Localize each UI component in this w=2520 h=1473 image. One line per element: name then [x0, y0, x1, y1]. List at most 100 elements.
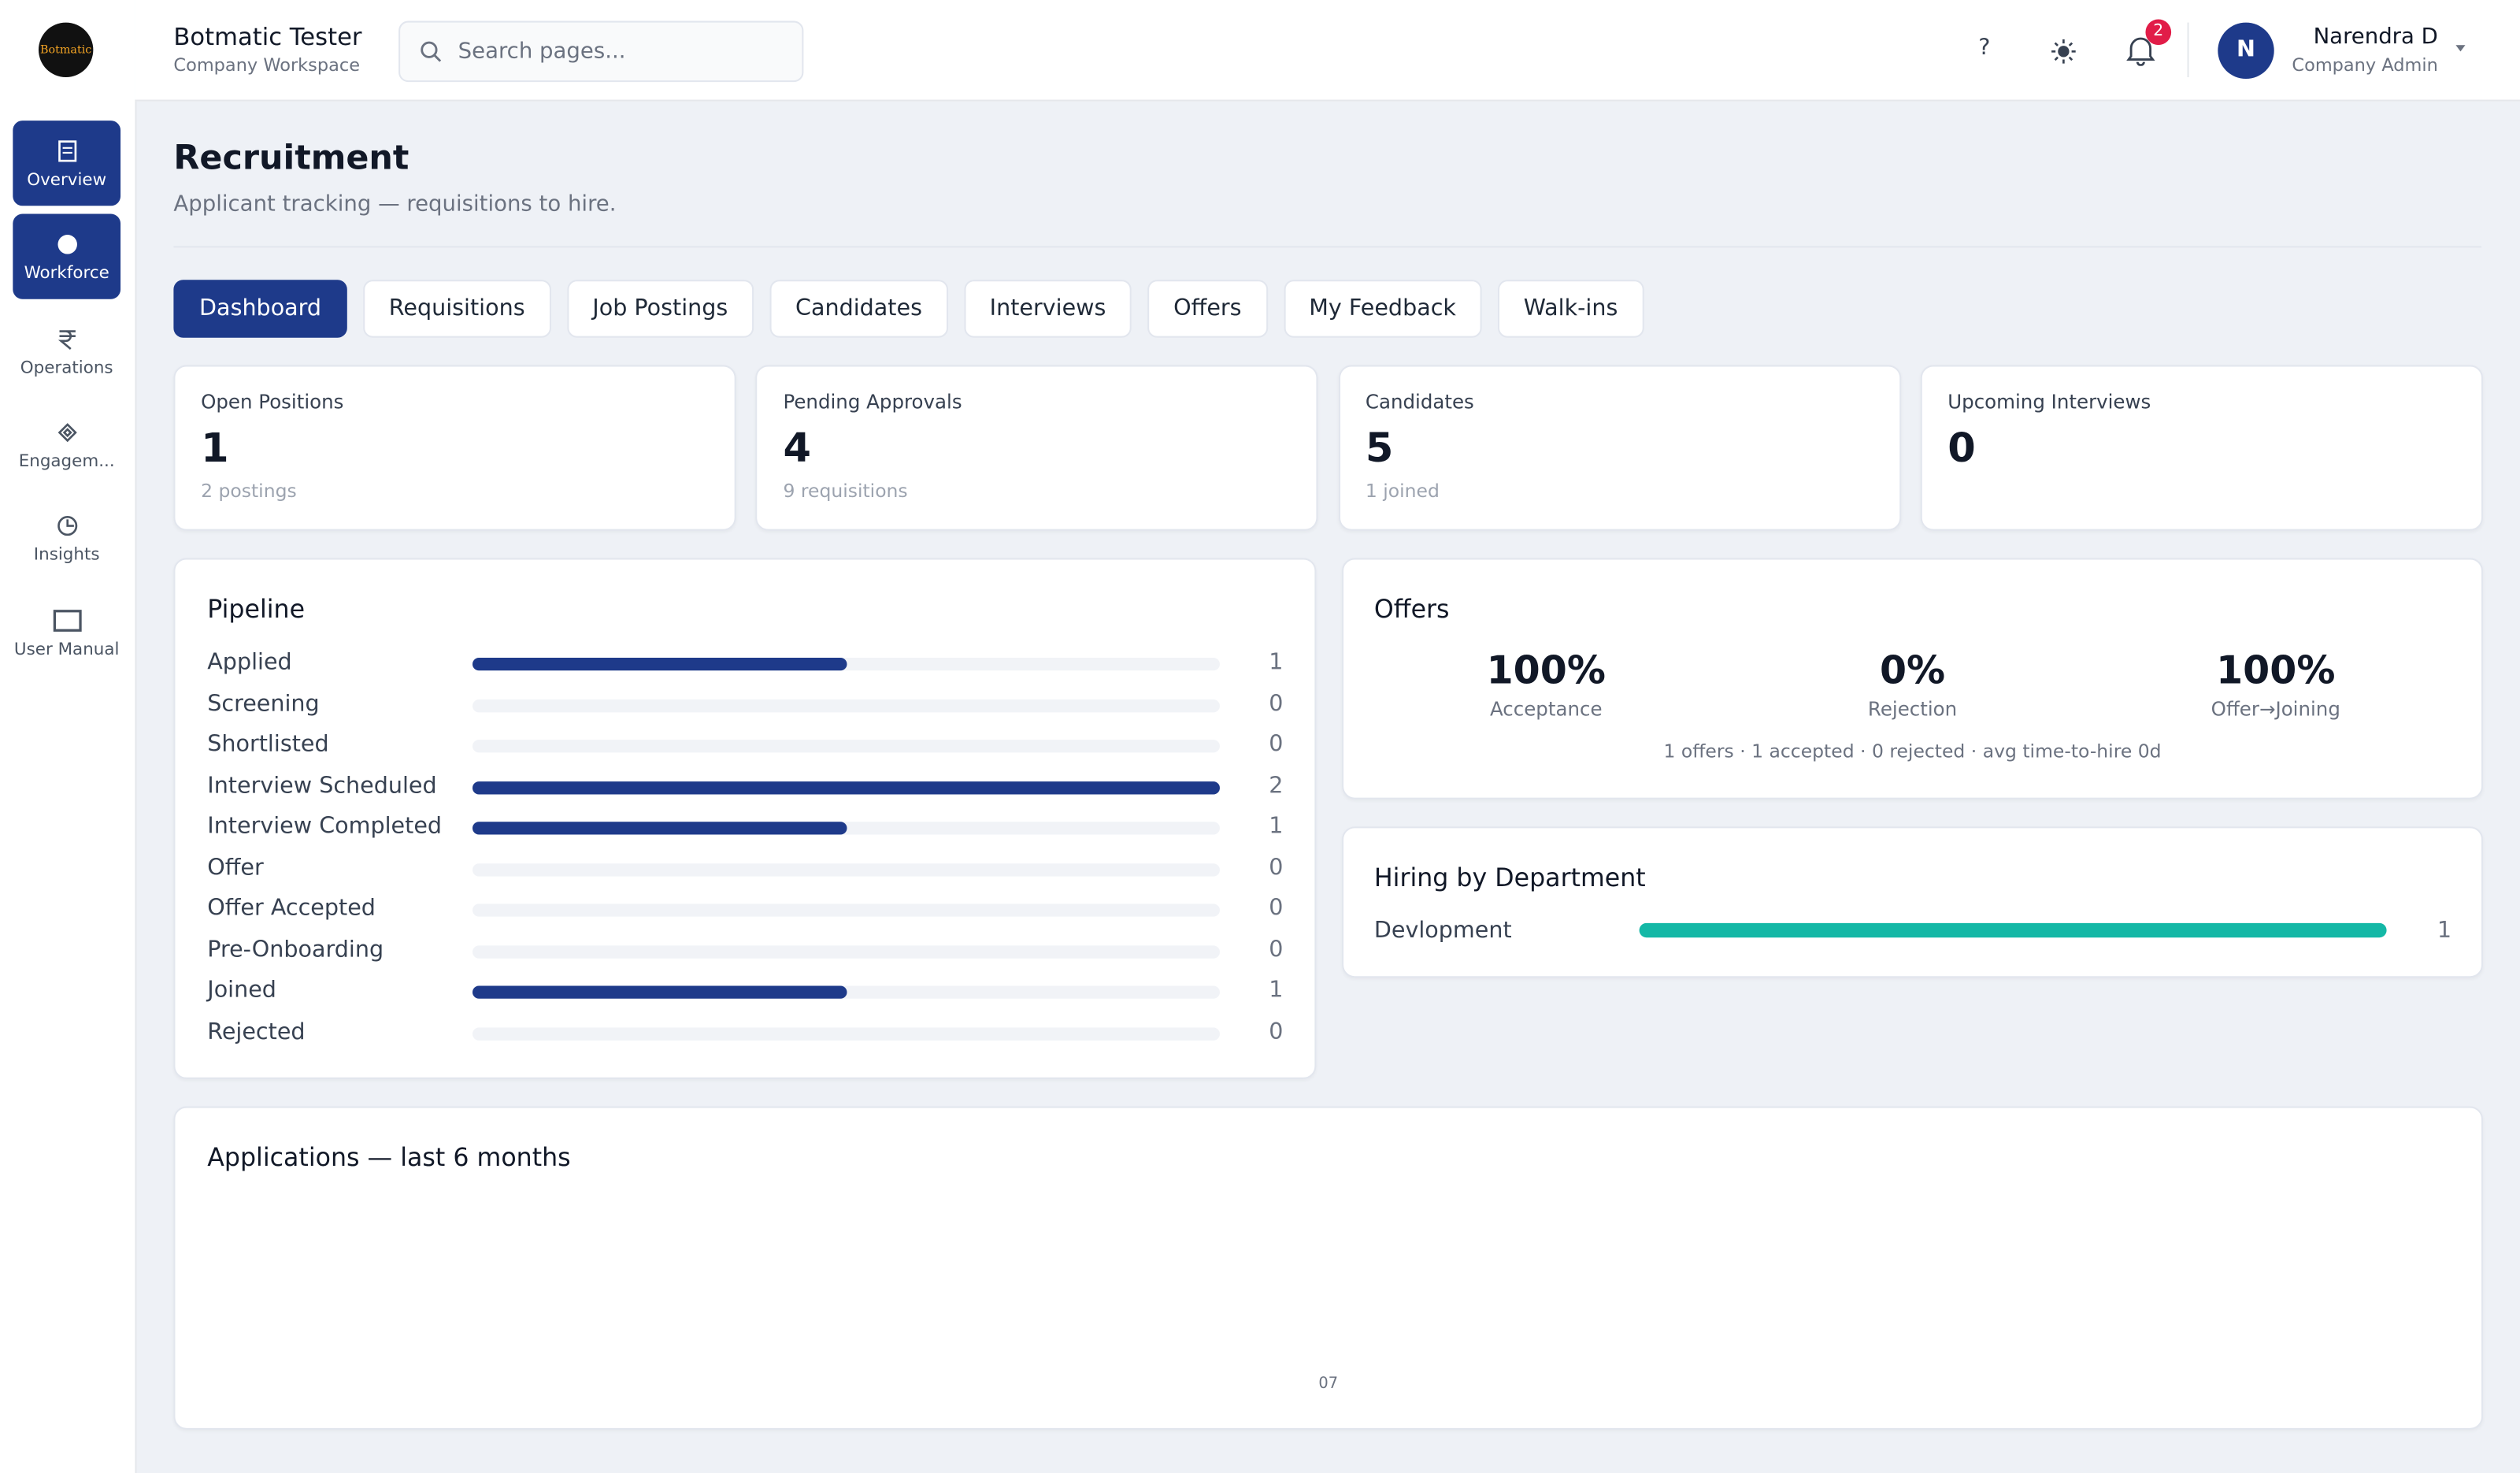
tab[interactable]: My Feedback: [1283, 280, 1482, 338]
department-count: 1: [2437, 918, 2452, 944]
x-axis-label: 07: [1318, 1375, 1339, 1393]
stage-count: 0: [1269, 896, 1284, 922]
nav-icon: [57, 235, 76, 255]
bar-track: [472, 781, 1220, 794]
bar-track: [472, 985, 1220, 999]
nav-label: User Manual: [13, 639, 120, 659]
bar: [472, 781, 1220, 794]
bar: [1639, 922, 2387, 938]
nav-item[interactable]: Workforce: [13, 214, 121, 300]
tab[interactable]: Interviews: [964, 280, 1132, 338]
nav-item[interactable]: Insights: [13, 495, 120, 581]
stage-label: Shortlisted: [207, 731, 329, 758]
stat-card: Candidates 5 1 joined: [1338, 365, 1901, 531]
tab[interactable]: Requisitions: [363, 280, 551, 338]
stat-card: Pending Approvals 4 9 requisitions: [755, 365, 1319, 531]
stage-label: Applied: [207, 649, 292, 676]
metric-label: Rejection: [1867, 698, 1958, 721]
hiring-card: Hiring by Department Devlopment 1: [1342, 826, 2484, 978]
theme-toggle[interactable]: [2051, 39, 2077, 65]
nav-icon: [57, 329, 75, 350]
stage-count: 0: [1269, 937, 1284, 963]
nav-icon: [57, 140, 76, 162]
tab[interactable]: Walk-ins: [1498, 280, 1644, 338]
nav-icon: [52, 609, 81, 631]
stage-count: 0: [1269, 855, 1284, 881]
card-title: Hiring by Department: [1373, 863, 1646, 893]
bar-track: [472, 822, 1220, 835]
notification-badge: 2: [2145, 19, 2172, 46]
bar: [472, 985, 847, 999]
bar-track: [472, 863, 1220, 876]
bar: [472, 657, 847, 671]
tab[interactable]: Job Postings: [566, 280, 754, 338]
bar-track: [472, 903, 1220, 917]
bar-track: [472, 657, 1220, 671]
workspace-title: Botmatic Tester: [173, 22, 362, 52]
tab[interactable]: Offers: [1147, 280, 1268, 338]
metric-value: 0%: [1879, 647, 1946, 693]
bar-track: [472, 1026, 1220, 1040]
stage-label: Offer: [207, 855, 264, 881]
stat-label: Upcoming Interviews: [1947, 391, 2151, 414]
tab[interactable]: Dashboard: [173, 280, 347, 338]
stat-label: Pending Approvals: [783, 391, 962, 414]
stat-note: 1 joined: [1365, 479, 1440, 502]
stat-label: Candidates: [1365, 391, 1474, 414]
stat-value: 0: [1947, 424, 1976, 472]
notification-bell[interactable]: [2125, 34, 2157, 66]
nav-icon: [57, 516, 77, 536]
stat-value: 5: [1365, 424, 1394, 472]
nav-label: Workforce: [24, 264, 109, 284]
user-menu-caret[interactable]: [2455, 45, 2466, 53]
nav-label: Insights: [33, 545, 100, 565]
user-name: Narendra D: [2313, 24, 2438, 50]
card-title: Pipeline: [207, 595, 306, 625]
nav-item[interactable]: User Manual: [13, 589, 120, 674]
bar-track: [472, 699, 1220, 712]
divider: [2187, 22, 2189, 77]
stat-card: Upcoming Interviews 0: [1920, 365, 2483, 531]
stage-count: 0: [1269, 1018, 1284, 1044]
stage-label: Screening: [207, 690, 320, 717]
stage-label: Pre-Onboarding: [207, 937, 384, 963]
logo[interactable]: Botmatic: [38, 22, 94, 77]
search-box[interactable]: Search pages...: [398, 20, 804, 83]
nav-item[interactable]: Overview: [13, 121, 121, 206]
bar: [472, 822, 847, 835]
offers-card: Offers 1 offers · 1 accepted · 0 rejecte…: [1342, 558, 2484, 800]
nav-icon: [57, 422, 76, 443]
nav-item[interactable]: Engagem...: [13, 402, 120, 487]
stat-value: 4: [783, 424, 811, 472]
stage-count: 1: [1269, 649, 1284, 676]
stat-label: Open Positions: [201, 391, 344, 414]
stage-label: Interview Scheduled: [207, 772, 437, 799]
help-button[interactable]: ?: [1978, 35, 1991, 61]
stat-value: 1: [201, 424, 229, 472]
tab[interactable]: Candidates: [769, 280, 948, 338]
metric-value: 100%: [2216, 647, 2336, 693]
stat-note: 2 postings: [201, 479, 297, 502]
nav-label: Overview: [27, 170, 107, 190]
stage-count: 2: [1269, 772, 1284, 799]
metric-value: 100%: [1486, 647, 1606, 693]
search-icon: [421, 41, 442, 62]
department-label: Devlopment: [1373, 918, 1512, 944]
stage-label: Interview Completed: [207, 813, 443, 840]
nav-item[interactable]: Operations: [13, 308, 120, 393]
stage-label: Joined: [207, 978, 276, 1004]
stage-count: 0: [1269, 731, 1284, 758]
stage-label: Offer Accepted: [207, 896, 376, 922]
avatar[interactable]: N: [2218, 22, 2274, 80]
bar-track: [1639, 922, 2387, 938]
metric-label: Offer→Joining: [2211, 698, 2340, 721]
stage-count: 1: [1269, 813, 1284, 840]
pipeline-card: Pipeline Applied 1 Screening 0 Shortlisted 0 I…: [173, 558, 1317, 1079]
card-title: Offers: [1373, 595, 1450, 625]
metric-label: Acceptance: [1489, 698, 1603, 721]
search-placeholder: Search pages...: [458, 38, 626, 65]
page-subtitle: Applicant tracking — requisitions to hir…: [173, 191, 617, 217]
page-title: Recruitment: [173, 138, 410, 177]
